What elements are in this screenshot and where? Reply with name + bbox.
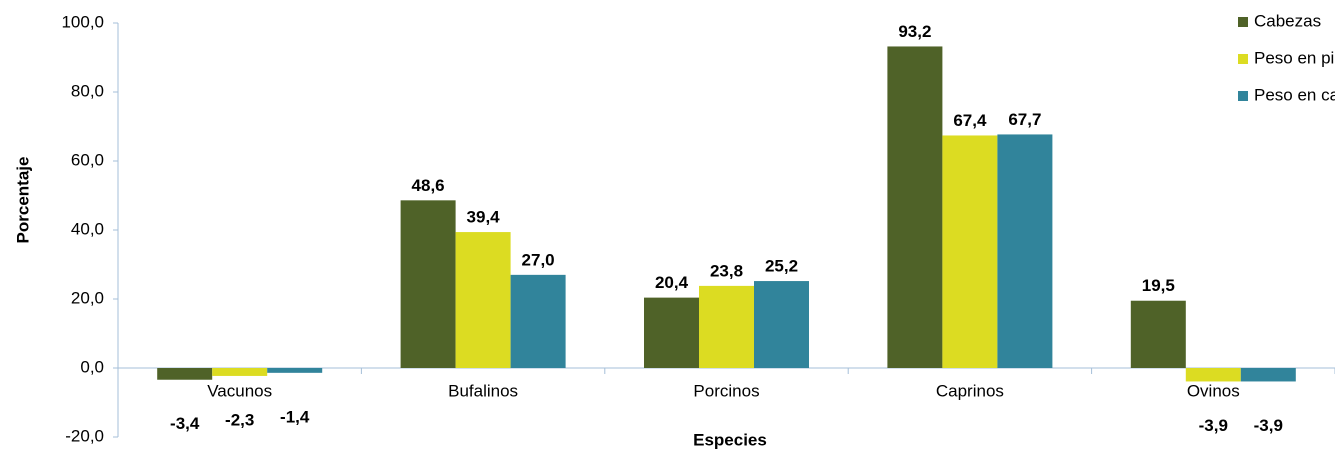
bar xyxy=(267,368,323,373)
x-tick-label: Ovinos xyxy=(1187,381,1240,400)
bar xyxy=(699,285,754,368)
value-label: 67,7 xyxy=(1008,110,1041,129)
bar xyxy=(1240,368,1296,382)
legend-label: Peso en pie xyxy=(1254,48,1335,67)
value-label: 93,2 xyxy=(898,22,931,41)
y-tick-label: 40,0 xyxy=(71,219,104,238)
value-label: 23,8 xyxy=(710,261,743,280)
y-tick-label: 60,0 xyxy=(71,150,104,169)
value-label: 20,4 xyxy=(655,273,689,292)
y-axis-title: Porcentaje xyxy=(13,157,32,244)
value-label: 19,5 xyxy=(1142,276,1175,295)
bar xyxy=(455,232,511,368)
bar xyxy=(212,368,268,376)
x-tick-label: Bufalinos xyxy=(448,381,518,400)
bar xyxy=(157,368,213,380)
x-axis-title: Especies xyxy=(693,430,767,449)
bar xyxy=(887,46,943,369)
x-tick-label: Vacunos xyxy=(207,381,272,400)
value-label: -3,9 xyxy=(1199,416,1228,435)
legend-label: Peso en canal xyxy=(1254,85,1335,104)
value-label: -3,4 xyxy=(170,414,200,433)
bar xyxy=(400,200,456,368)
bar xyxy=(644,297,699,368)
value-label: -3,9 xyxy=(1254,416,1283,435)
y-tick-label: 20,0 xyxy=(71,288,104,307)
value-label: 48,6 xyxy=(412,176,445,195)
legend-swatch xyxy=(1238,91,1248,101)
value-label: 25,2 xyxy=(765,257,798,276)
value-label: -2,3 xyxy=(225,410,254,429)
bar xyxy=(510,274,566,368)
value-label: -1,4 xyxy=(280,407,310,426)
bar xyxy=(997,134,1053,368)
bar xyxy=(942,135,998,368)
x-tick-label: Caprinos xyxy=(936,381,1004,400)
y-tick-label: -20,0 xyxy=(65,426,104,445)
legend-label: Cabezas xyxy=(1254,11,1321,30)
y-tick-label: 0,0 xyxy=(80,357,104,376)
y-tick-label: 80,0 xyxy=(71,81,104,100)
bar xyxy=(1185,368,1241,382)
legend-swatch xyxy=(1238,54,1248,64)
bar xyxy=(754,281,809,368)
x-tick-label: Porcinos xyxy=(693,381,759,400)
legend-swatch xyxy=(1238,17,1248,27)
bar xyxy=(1130,300,1186,368)
y-tick-label: 100,0 xyxy=(61,12,104,31)
value-label: 27,0 xyxy=(522,250,555,269)
value-label: 39,4 xyxy=(467,208,501,227)
value-label: 67,4 xyxy=(953,111,987,130)
